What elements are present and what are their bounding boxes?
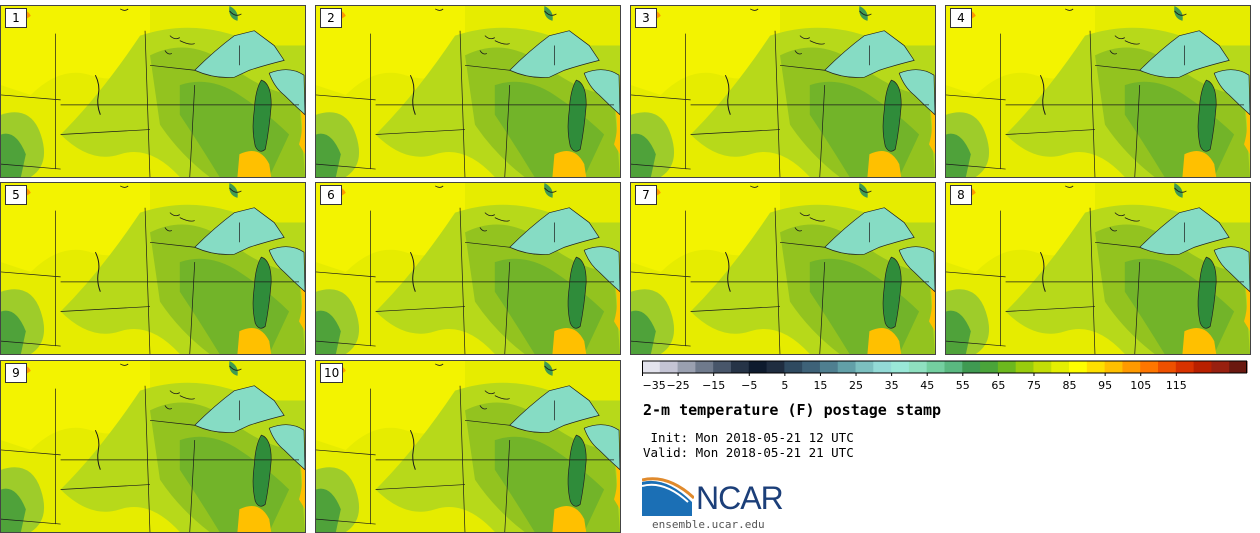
stamp-number-label: 6 (320, 185, 342, 205)
postage-stamp-8: 8 (945, 182, 1251, 355)
colorbar-swatch (1211, 361, 1230, 373)
colorbar-swatch (837, 361, 857, 373)
colorbar-swatch (1086, 361, 1106, 373)
colorbar-tick-label: 35 (885, 379, 899, 392)
colorbar-swatch (1140, 361, 1159, 373)
colorbar-tick-label: 15 (813, 379, 827, 392)
colorbar-tick-label: 105 (1130, 379, 1151, 392)
temperature-colorbar: −35 −25 −15 −5 5 15 25 35 45 55 65 75 85 95 105 115 (642, 360, 1248, 392)
colorbar-swatch (962, 361, 981, 373)
colorbar-swatch (908, 361, 928, 373)
colorbar-tick-label: −25 (666, 379, 689, 392)
colorbar-swatch (1193, 361, 1212, 373)
colorbar-swatch (748, 361, 768, 373)
colorbar-swatch (659, 361, 679, 373)
colorbar-swatch (873, 361, 892, 373)
colorbar-swatch (802, 361, 821, 373)
stamp-number-label: 5 (5, 185, 27, 205)
ensemble-url: ensemble.ucar.edu (652, 518, 765, 531)
colorbar-swatch (1051, 361, 1070, 373)
colorbar-tick-label: 115 (1166, 379, 1187, 392)
colorbar-tick-label: 5 (781, 379, 788, 392)
colorbar-tick-label: 25 (849, 379, 863, 392)
colorbar-swatch (1069, 361, 1088, 373)
colorbar-tick-label: 85 (1063, 379, 1077, 392)
colorbar-swatch (855, 361, 874, 373)
postage-stamp-10: 10 (315, 360, 621, 533)
init-time: Init: Mon 2018-05-21 12 UTC (643, 430, 854, 445)
ncar-wordmark: NCAR (696, 480, 784, 516)
colorbar-swatch (926, 361, 945, 373)
valid-time: Valid: Mon 2018-05-21 21 UTC (643, 445, 854, 460)
colorbar-swatch (1122, 361, 1141, 373)
plot-title: 2-m temperature (F) postage stamp (643, 401, 942, 419)
postage-stamp-3: 3 (630, 5, 936, 178)
colorbar-swatch (891, 361, 910, 373)
postage-stamp-7: 7 (630, 182, 936, 355)
colorbar-swatch (713, 361, 732, 373)
colorbar-tick-label: 75 (1027, 379, 1041, 392)
postage-stamp-1: 1 (0, 5, 306, 178)
stamp-number-label: 2 (320, 8, 342, 28)
colorbar-tick-label: 45 (920, 379, 934, 392)
time-info: Init: Mon 2018-05-21 12 UTC Valid: Mon 2… (643, 430, 854, 460)
stamp-number-label: 8 (950, 185, 972, 205)
colorbar-swatch (997, 361, 1017, 373)
postage-stamp-4: 4 (945, 5, 1251, 178)
ncar-logo: NCAR ensemble.ucar.edu (641, 476, 802, 531)
postage-stamp-5: 5 (0, 182, 306, 355)
stamp-number-label: 4 (950, 8, 972, 28)
stamp-number-label: 10 (320, 363, 344, 383)
colorbar-swatch (980, 361, 999, 373)
colorbar-swatch (677, 361, 696, 373)
postage-stamp-2: 2 (315, 5, 621, 178)
colorbar-tick-label: 55 (956, 379, 970, 392)
postage-stamp-9: 9 (0, 360, 306, 533)
colorbar-swatch (1229, 361, 1248, 373)
colorbar-swatch (1033, 361, 1052, 373)
stamp-number-label: 9 (5, 363, 27, 383)
colorbar-tick-label: 65 (991, 379, 1005, 392)
colorbar-swatch (1015, 361, 1034, 373)
colorbar-swatch (944, 361, 963, 373)
colorbar-tick-label: −15 (702, 379, 725, 392)
colorbar-swatch (642, 361, 661, 373)
colorbar-swatch (1104, 361, 1123, 373)
postage-stamp-6: 6 (315, 182, 621, 355)
colorbar-swatch (766, 361, 785, 373)
stamp-number-label: 7 (635, 185, 657, 205)
colorbar-tick-label: −5 (741, 379, 757, 392)
colorbar-outline (642, 360, 1247, 374)
stamp-number-label: 1 (5, 8, 27, 28)
colorbar-tick-label: 95 (1098, 379, 1112, 392)
colorbar-swatch (695, 361, 714, 373)
colorbar-swatch (1158, 361, 1177, 373)
ncar-swoosh-icon (641, 477, 696, 516)
colorbar-swatch (784, 361, 803, 373)
colorbar-swatch (1175, 361, 1195, 373)
colorbar-tick-label: −35 (643, 379, 666, 392)
stamp-number-label: 3 (635, 8, 657, 28)
colorbar-swatch (730, 361, 750, 373)
colorbar-swatch (819, 361, 839, 373)
